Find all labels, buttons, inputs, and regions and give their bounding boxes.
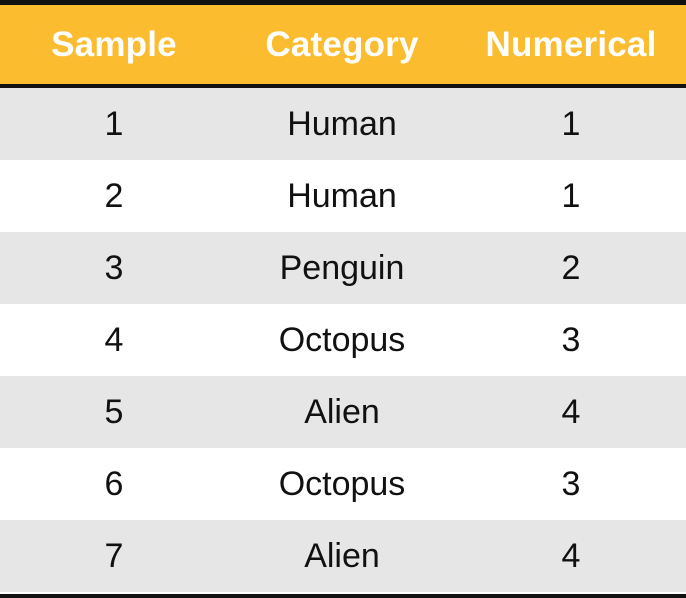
numerical-cell: 3: [561, 465, 581, 503]
table-row: 1 Human 1: [0, 88, 686, 160]
numerical-cell: 4: [561, 393, 581, 431]
table-row: 6 Octopus 3: [0, 448, 686, 520]
category-cell: Human: [287, 177, 397, 215]
numerical-cell: 3: [561, 321, 581, 359]
sample-cell: 1: [104, 105, 124, 143]
table-row: 4 Octopus 3: [0, 304, 686, 376]
column-header-sample: Sample: [51, 25, 177, 64]
category-cell: Human: [287, 105, 397, 143]
numerical-cell: 4: [561, 537, 581, 575]
numerical-cell: 1: [561, 177, 581, 215]
category-cell: Penguin: [279, 249, 405, 287]
table-row: 2 Human 1: [0, 160, 686, 232]
numerical-cell: 2: [561, 249, 581, 287]
table-row: 5 Alien 4: [0, 376, 686, 448]
sample-cell: 4: [104, 321, 124, 359]
sample-cell: 6: [104, 465, 124, 503]
sample-cell: 3: [104, 249, 124, 287]
sample-cell: 2: [104, 177, 124, 215]
sample-cell: 7: [104, 537, 124, 575]
column-header-category: Category: [265, 25, 419, 64]
category-cell: Octopus: [278, 321, 406, 359]
sample-cell: 5: [104, 393, 124, 431]
table-row: 3 Penguin 2: [0, 232, 686, 304]
category-cell: Alien: [304, 393, 380, 431]
table-row: 7 Alien 4: [0, 520, 686, 592]
category-cell: Octopus: [278, 465, 406, 503]
table-header-row: Sample Category Numerical: [0, 5, 686, 88]
numerical-cell: 1: [561, 105, 581, 143]
category-cell: Alien: [304, 537, 380, 575]
column-header-numerical: Numerical: [485, 25, 657, 64]
